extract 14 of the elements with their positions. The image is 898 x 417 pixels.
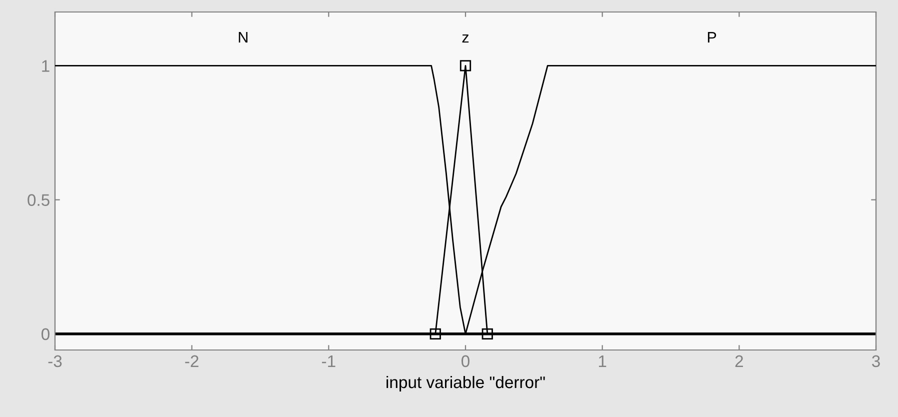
x-tick-label: -1: [322, 355, 336, 367]
x-tick-label: 0: [462, 355, 470, 368]
x-tick-label: 3: [872, 355, 880, 368]
x-tick-label: 1: [598, 355, 606, 367]
x-tick-label: -3: [48, 355, 62, 368]
y-tick-label: 0: [42, 328, 50, 340]
series-label: z: [462, 34, 469, 43]
series-label: N: [238, 32, 248, 43]
y-tick-label: 0.5: [28, 194, 50, 206]
x-axis-title: input variable "derror": [386, 376, 545, 392]
series-label: P: [708, 32, 716, 43]
y-tick-label: 1: [42, 60, 50, 72]
x-tick-label: -2: [185, 355, 198, 367]
x-tick-label: 2: [735, 355, 743, 367]
